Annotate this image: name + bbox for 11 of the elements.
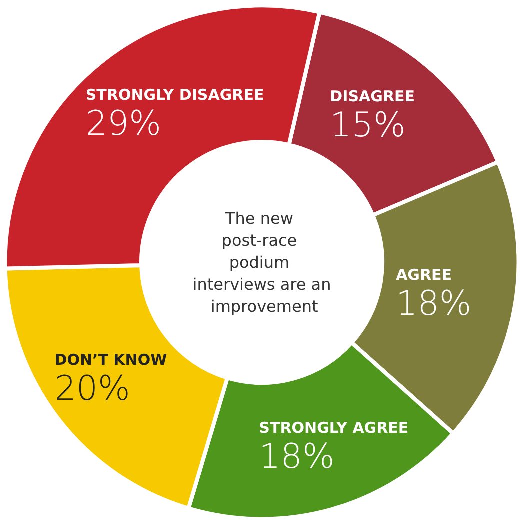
slice-label: STRONGLY DISAGREE: [86, 86, 264, 104]
text: The new post-race podium interviews are an improvement: [192, 209, 332, 316]
slice-label: STRONGLY AGREE: [259, 418, 409, 437]
slice-label: DON’T KNOW: [54, 350, 168, 369]
data-label: 29%: [86, 104, 162, 144]
data-label: 18%: [259, 436, 335, 477]
slice-label: DISAGREE: [330, 88, 415, 106]
slice-label: AGREE: [396, 266, 452, 284]
data-label: 15%: [330, 106, 406, 146]
data-label: 18%: [396, 284, 472, 324]
data-label: 20%: [54, 368, 130, 409]
